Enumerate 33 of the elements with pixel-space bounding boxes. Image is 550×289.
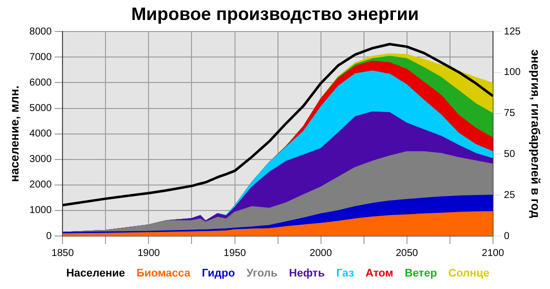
text: Уголь — [246, 268, 278, 280]
text: Биомасса — [136, 268, 192, 280]
x-tick-label: 2000 — [310, 248, 332, 259]
y2-tick-label: 50 — [504, 148, 516, 160]
y2-axis-title: энергия, гигабаррелей в год — [528, 50, 542, 218]
y-tick-label: 5000 — [29, 103, 52, 114]
y-tick-label: 2000 — [29, 180, 52, 191]
x-tick-label: 2100 — [482, 248, 504, 259]
y-tick-label: 6000 — [29, 77, 52, 88]
text: Солнце — [448, 268, 490, 280]
text: Атом — [366, 268, 394, 280]
y2-tick-label: 125 — [504, 26, 522, 38]
text: Гидро — [202, 268, 236, 280]
x-tick-label: 1950 — [224, 248, 246, 259]
x-tick-label: 1900 — [138, 248, 160, 259]
chart-title: Мировое производство энергии — [131, 4, 419, 24]
y-tick-label: 7000 — [29, 52, 52, 63]
y-tick-label: 4000 — [29, 128, 52, 140]
x-tick-label: 2050 — [396, 248, 418, 259]
x-tick-label: 1850 — [52, 248, 74, 259]
y2-tick-label: 25 — [504, 190, 516, 201]
y-axis-title: население, млн. — [8, 86, 22, 182]
y-tick-label: 3000 — [29, 154, 52, 166]
y2-tick-label: 75 — [504, 108, 516, 120]
y-tick-label: 0 — [46, 230, 52, 242]
text: Газ — [336, 268, 355, 280]
text: Ветер — [404, 268, 438, 280]
y2-tick-label: 0 — [504, 230, 510, 242]
y-tick-label: 1000 — [29, 205, 52, 216]
y2-tick-label: 100 — [504, 67, 522, 78]
text: Нефть — [289, 268, 325, 280]
text: Население — [66, 268, 125, 280]
y-tick-label: 8000 — [29, 26, 52, 38]
